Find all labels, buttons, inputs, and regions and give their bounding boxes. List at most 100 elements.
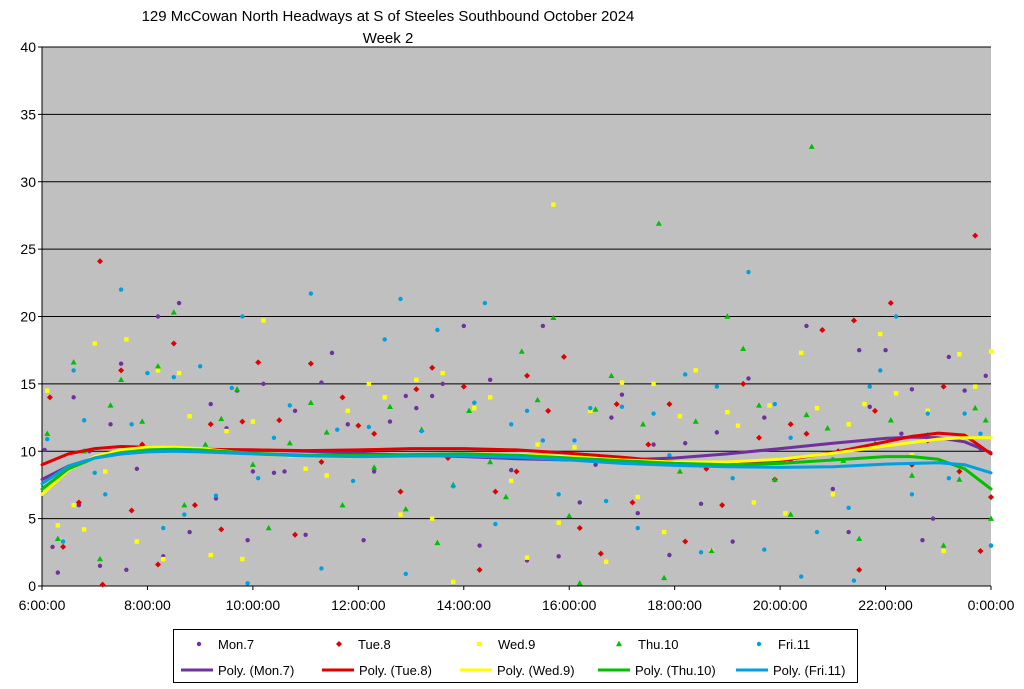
data-point [893,314,899,319]
data-point [96,258,103,265]
legend-row-trendlines: Poly. (Mon.7) Poly. (Tue.8) Poly. (Wed.9) P… [174,657,857,683]
data-point [492,488,499,495]
x-tick-label: 12:00:00 [331,597,386,613]
data-point [397,488,404,495]
data-point [218,526,225,533]
series-Fri.11 [45,269,994,586]
data-point [556,520,561,525]
legend-label: Fri.11 [778,636,811,652]
data-point [909,387,915,392]
data-point [329,350,335,356]
data-point [118,287,124,292]
data-point [677,414,683,419]
data-point [403,393,408,399]
data-point [55,523,61,528]
data-point [46,394,53,401]
data-point [867,384,872,389]
data-point [899,431,904,436]
legend-label: Poly. (Thu.10) [635,662,716,678]
data-point [255,359,262,366]
legend-item-Poly. (Fri.11): Poly. (Fri.11) [735,657,845,683]
data-point [830,486,836,492]
data-point [746,376,751,381]
data-point [667,453,672,458]
data-point [767,403,772,408]
data-point [787,511,794,517]
data-point [556,554,561,559]
legend-item-Poly. (Thu.10): Poly. (Thu.10) [597,657,716,683]
data-point [772,401,778,407]
data-point [60,539,66,544]
legend-line-icon [181,668,213,672]
data-point [977,547,984,554]
data-point [324,473,329,478]
data-point [920,537,925,543]
data-point [698,550,704,555]
data-point [524,555,530,560]
data-point [655,220,662,226]
legend-label: Wed.9 [498,636,536,652]
data-point [292,408,298,414]
legend-marker-icon [616,640,622,647]
series-Wed.9 [45,202,994,585]
data-point [250,469,256,474]
x-tick-label: 22:00:00 [858,597,913,613]
data-point [70,359,77,365]
data-point [540,438,546,443]
data-point [487,458,494,465]
data-point [103,469,108,474]
data-point [983,373,988,378]
data-point [493,521,498,527]
data-point [730,476,735,481]
data-point [978,431,983,436]
data-point [756,402,763,408]
data-point [118,376,125,383]
data-point [271,470,277,476]
data-point [145,370,150,376]
series-Mon.7 [42,300,994,575]
legend-marker-icon [756,641,762,647]
data-point [603,498,609,504]
data-point [577,500,582,505]
data-point [746,269,751,275]
data-point [161,556,166,562]
data-point [908,472,915,478]
legend-marker [476,641,482,647]
data-point [814,405,820,411]
data-point [735,423,741,428]
chart-title-line1: 129 McCowan North Headways at S of Steel… [141,8,635,25]
data-point [972,232,979,239]
data-point [128,507,135,514]
data-point [208,552,213,558]
y-tick-label: 25 [20,241,36,257]
data-point [588,405,593,411]
legend-item-Poly. (Mon.7): Poly. (Mon.7) [180,657,294,683]
data-point [883,347,888,353]
data-point [435,327,440,333]
data-point [371,464,378,470]
legend-label: Tue.8 [358,636,391,652]
x-tick-label: 18:00:00 [647,597,702,613]
x-tick-label: 8:00:00 [124,597,171,613]
y-tick-label: 40 [20,39,36,55]
data-point [988,515,994,521]
data-point [509,478,514,484]
data-point [576,580,583,586]
data-point [635,494,640,500]
data-point [693,368,698,373]
legend-line-icon [598,668,630,672]
data-point [176,300,182,306]
data-point [719,502,726,509]
data-point [60,543,67,550]
data-point [925,411,930,416]
data-point [472,405,477,411]
data-point [287,403,292,408]
data-point [71,502,76,508]
data-point [651,442,656,447]
data-point [197,364,203,369]
data-point [386,403,393,409]
data-point [419,428,424,434]
data-point [676,468,683,474]
data-point [250,419,256,424]
data-point [551,202,556,207]
